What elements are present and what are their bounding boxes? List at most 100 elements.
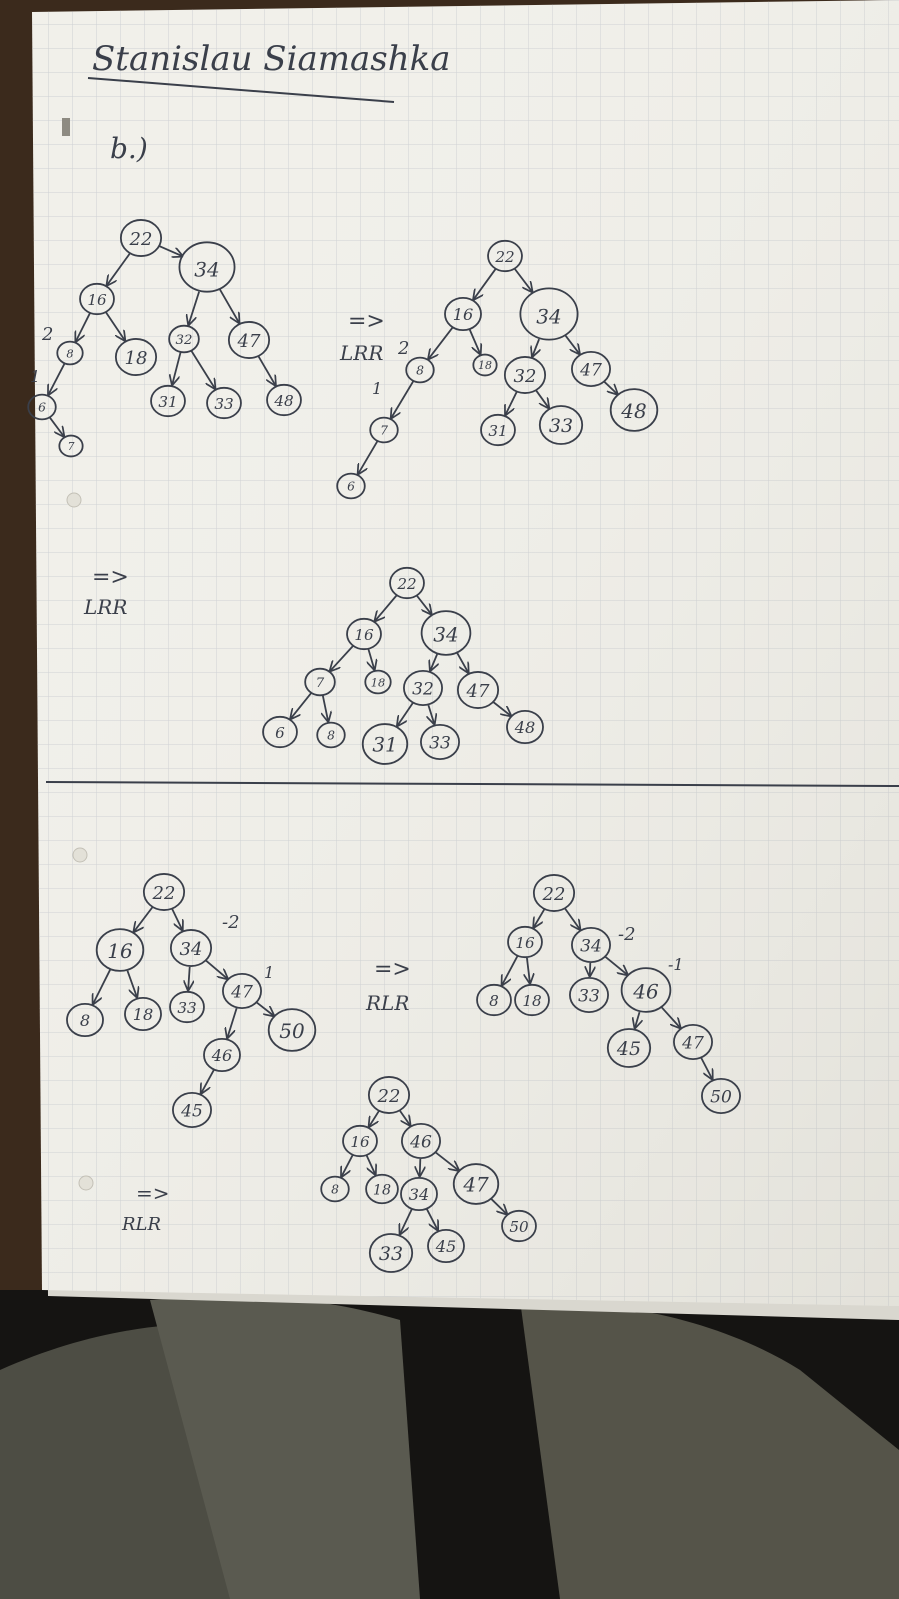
tree-edge	[126, 970, 136, 997]
rotation-rlr-2: RLR	[121, 1214, 161, 1235]
balance-mark: -2	[618, 924, 636, 945]
tree-edge	[564, 334, 579, 353]
binder-holes	[62, 118, 94, 1191]
tree-edge	[603, 380, 617, 394]
node-label: 33	[429, 733, 451, 753]
arrow-3: =>	[374, 957, 411, 982]
tree-node: 18	[472, 353, 498, 377]
node-circle	[487, 239, 523, 273]
node-circle	[420, 610, 472, 656]
node-label: 46	[409, 1132, 432, 1152]
node-label: 16	[87, 291, 107, 309]
node-circle	[169, 990, 205, 1024]
node-label: 22	[152, 883, 176, 904]
tree-edge	[426, 1208, 438, 1230]
tree-node: 8	[66, 1002, 104, 1038]
tree-edge	[368, 649, 374, 669]
balance-marks: 2 1 2 1 -2 1 -2 -1	[30, 324, 684, 982]
node-circle	[27, 393, 57, 421]
tree-edge	[49, 416, 64, 436]
balance-mark: 1	[30, 367, 40, 386]
node-circle	[114, 338, 158, 376]
tree-edge	[532, 338, 539, 356]
node-circle	[367, 1076, 411, 1114]
node-circle	[168, 324, 200, 354]
node-label: 46	[632, 979, 659, 1003]
tree-edge	[172, 352, 182, 385]
node-label: 47	[462, 1173, 489, 1197]
tree-edge	[420, 1158, 421, 1176]
tree-node: 33	[420, 724, 460, 761]
tree-edge	[397, 702, 414, 726]
node-circle	[569, 977, 609, 1014]
node-label: 50	[710, 1087, 732, 1107]
rotation-lrr-1: LRR	[339, 341, 383, 365]
tree-node: 16	[79, 282, 115, 316]
node-circle	[506, 709, 544, 745]
node-circle	[79, 282, 115, 316]
tree-2: 22 16 34 8 18 32 47 7 6 31 33 48	[336, 239, 659, 500]
node-label: 33	[549, 415, 573, 437]
node-circle	[342, 1124, 378, 1158]
tree-node: 47	[222, 973, 262, 1010]
node-circle	[361, 723, 409, 765]
tree-edge	[171, 908, 182, 930]
node-label: 45	[435, 1237, 457, 1256]
node-circle	[304, 667, 336, 697]
node-circle	[444, 296, 482, 332]
node-label: 7	[68, 440, 75, 453]
tree-edge	[189, 291, 200, 325]
node-circle	[222, 973, 262, 1010]
balance-mark: -1	[668, 955, 684, 974]
tree-edge	[158, 244, 182, 256]
node-label: 48	[620, 399, 646, 423]
tree-edge	[490, 1198, 507, 1214]
tree-edge	[48, 363, 66, 395]
tree-node: 22	[119, 219, 163, 257]
node-circle	[124, 996, 162, 1032]
balance-mark: 2	[397, 338, 409, 359]
node-label: 50	[279, 1019, 305, 1043]
tree-edge	[468, 329, 481, 354]
node-circle	[346, 617, 382, 651]
node-label: 47	[466, 681, 490, 702]
author-name: Stanislau Siamashka	[92, 39, 450, 79]
node-label: 18	[522, 992, 542, 1010]
lap-cloth	[0, 1290, 899, 1599]
tree-node: 34	[420, 610, 472, 656]
node-label: 47	[237, 331, 261, 352]
divider-line	[45, 781, 899, 787]
node-label: 8	[331, 1183, 339, 1197]
notebook-page	[32, 0, 899, 1320]
node-circle	[472, 353, 498, 377]
node-label: 18	[133, 1005, 154, 1024]
node-label: 7	[316, 676, 325, 691]
tree-node: 8	[405, 356, 435, 384]
node-circle	[172, 1092, 212, 1129]
tree-6: 22 16 46 8 18 34 47 33 45 50	[320, 1076, 537, 1273]
tree-node: 16	[444, 296, 482, 332]
tree-node: 16	[95, 928, 145, 972]
tree-edge	[107, 252, 131, 285]
tree-edge	[635, 1011, 640, 1028]
tree-edge	[456, 652, 468, 673]
tree-edge	[535, 389, 549, 408]
tree-node: 32	[403, 670, 443, 707]
node-circle	[365, 1173, 399, 1205]
node-circle	[95, 928, 145, 972]
node-circle	[364, 669, 392, 695]
tree-5: 22 16 34 8 18 33 46 45 47 50	[476, 874, 741, 1115]
node-label: 31	[488, 422, 507, 440]
tree-edge	[505, 391, 518, 415]
node-circle	[609, 388, 659, 432]
node-label: 45	[180, 1101, 203, 1121]
tree-node: 48	[609, 388, 659, 432]
tree-node: 34	[178, 241, 236, 293]
part-label: b.)	[110, 132, 148, 165]
tree-node: 18	[364, 669, 392, 695]
tree-node: 34	[519, 287, 579, 341]
balance-mark: 1	[372, 379, 382, 398]
arrow-4: =>	[136, 1181, 170, 1205]
node-circle	[227, 321, 271, 359]
